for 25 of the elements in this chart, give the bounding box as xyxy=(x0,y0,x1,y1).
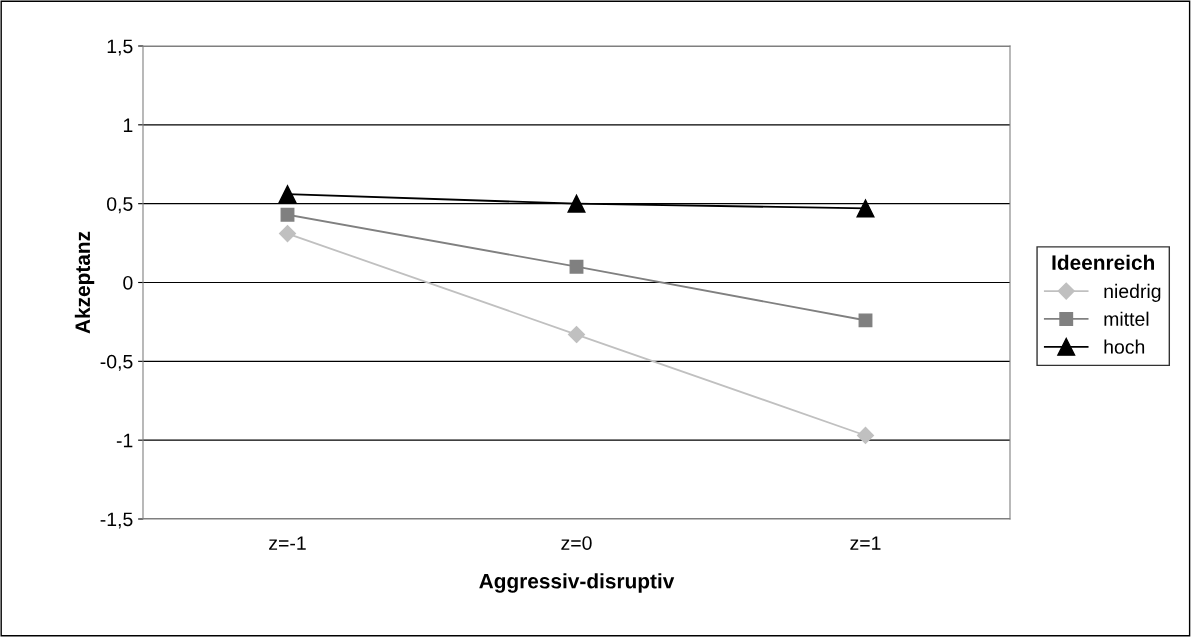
legend-label: mittel xyxy=(1104,311,1149,326)
point xyxy=(569,259,584,274)
y-tick-label: 0 xyxy=(123,275,133,290)
point xyxy=(858,313,873,328)
point xyxy=(278,185,297,204)
point xyxy=(567,325,586,344)
y-tick-label: -0,5 xyxy=(100,354,133,371)
x-axis-title: Aggressiv-disruptiv xyxy=(479,573,675,593)
point xyxy=(278,225,297,243)
y-tick-label: 0,5 xyxy=(107,197,133,214)
point xyxy=(280,207,295,222)
x-tick-label: z=-1 xyxy=(269,536,306,550)
point xyxy=(567,194,586,213)
x-tick-label: z=1 xyxy=(850,536,881,550)
x-tick-label: z=0 xyxy=(561,536,592,550)
point xyxy=(856,199,875,218)
legend-title: Ideenreich xyxy=(1052,254,1155,270)
legend-label: niedrig xyxy=(1104,283,1161,302)
y-tick-label: -1 xyxy=(116,433,133,448)
legend-label: hoch xyxy=(1104,339,1145,354)
y-tick-label: 1,5 xyxy=(107,39,133,56)
y-tick-label: -1,5 xyxy=(100,512,133,529)
y-tick-label: 1 xyxy=(123,118,133,132)
point xyxy=(856,426,875,444)
y-axis-title: Akzeptanz xyxy=(74,231,95,334)
